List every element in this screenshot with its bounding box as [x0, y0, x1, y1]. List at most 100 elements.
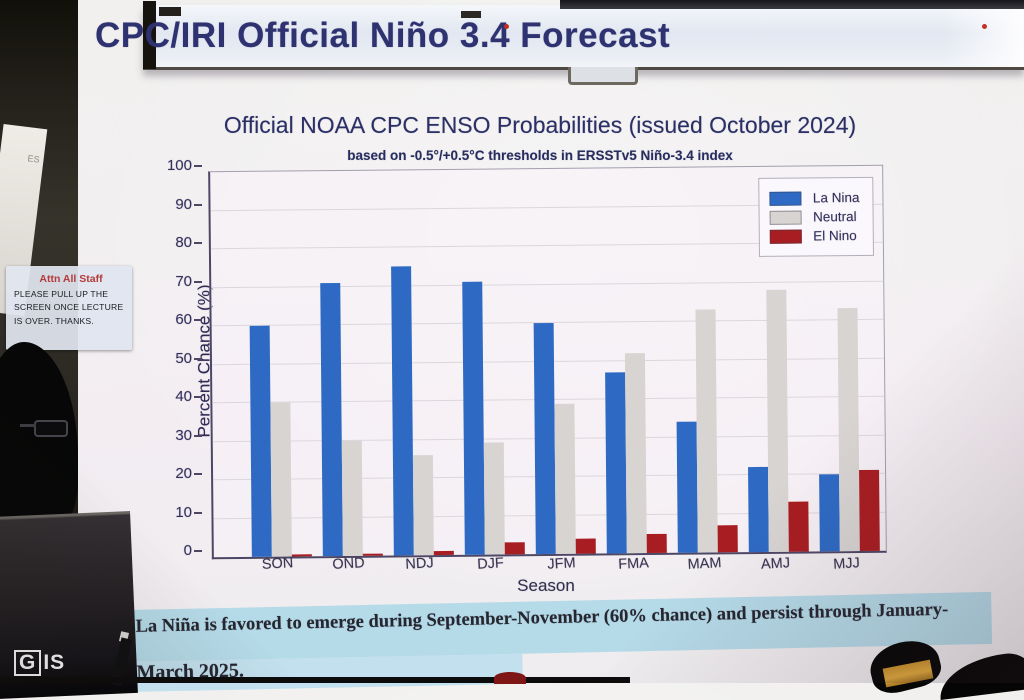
chart-title: Official NOAA CPC ENSO Probabilities (is…: [223, 112, 857, 138]
bar-DJF-el-nino: [504, 542, 525, 555]
y-axis-label: Percent Chance (%): [194, 283, 214, 438]
bar-NDJ-neutral: [412, 455, 434, 556]
bar-MAM-la-nina: [676, 421, 699, 553]
red-speck-right: [982, 24, 987, 29]
legend-swatch-el-nino: [770, 229, 803, 244]
bar-MAM-neutral: [695, 309, 719, 553]
screen-top-strip: [560, 0, 1024, 9]
x-tick-label-OND: OND: [332, 555, 366, 573]
legend-row-el-nino: El Nino: [770, 228, 860, 244]
y-tick-mark-30: [194, 434, 202, 437]
bar-AMJ-la-nina: [748, 467, 770, 553]
y-tick-label-100: 100: [166, 157, 192, 174]
y-tick-label-80: 80: [175, 234, 192, 251]
bar-MJJ-la-nina: [819, 474, 841, 552]
sticky-note-body: PLEASE PULL UP THE SCREEN ONCE LECTURE I…: [14, 289, 124, 326]
bar-OND-la-nina: [319, 282, 343, 557]
bar-AMJ-neutral: [766, 289, 790, 552]
bar-group-NDJ: [384, 170, 459, 556]
bar-NDJ-la-nina: [390, 266, 414, 556]
bar-group-SON: [242, 171, 317, 557]
bar-JFM-neutral: [554, 403, 576, 554]
bar-AMJ-el-nino: [788, 501, 810, 552]
legend-swatch-la-nina: [769, 191, 802, 206]
gis-logo-is: IS: [43, 651, 66, 674]
slide-title: CPC/IRI Official Niño 3.4 Forecast: [95, 16, 671, 55]
bar-DJF-neutral: [483, 442, 505, 555]
chart-subtitle: based on -0.5°/+0.5°C thresholds in ERSS…: [347, 148, 733, 163]
y-axis-ticks: 0 10 20 30 40 50 60 70 80 90 100: [158, 157, 202, 559]
y-tick-mark-0: [194, 550, 202, 552]
red-speck-left: [504, 24, 509, 29]
x-tick-label-NDJ: NDJ: [405, 555, 435, 573]
glasses-arm: [20, 424, 36, 427]
y-tick-mark-70: [194, 280, 202, 283]
x-axis-title: Season: [517, 576, 575, 595]
bar-FMA-la-nina: [605, 372, 627, 554]
legend-label-la-nina: La Nina: [812, 189, 860, 206]
y-tick-mark-60: [194, 319, 202, 321]
y-tick-label-90: 90: [175, 195, 192, 213]
y-tick-mark-20: [194, 473, 202, 475]
bar-group-JFM: [527, 169, 602, 555]
x-tick-label-MJJ: MJJ: [832, 555, 861, 573]
y-tick-label-50: 50: [175, 349, 192, 367]
x-tick-label-JFM: JFM: [547, 555, 577, 573]
bar-dash-mark: [461, 11, 481, 18]
bar-group-DJF: [455, 169, 530, 555]
sticky-note-title: Attn All Staff: [39, 273, 103, 285]
y-tick-mark-80: [194, 242, 202, 244]
y-tick-label-60: 60: [175, 311, 192, 328]
y-tick-mark-90: [194, 203, 202, 206]
y-tick-label-40: 40: [175, 388, 192, 405]
legend-row-neutral: Neutral: [770, 209, 860, 225]
bar-DJF-la-nina: [462, 281, 485, 555]
legend-label-neutral: Neutral: [813, 209, 857, 225]
bar-MJJ-neutral: [837, 308, 861, 552]
legend: La Nina Neutral El Nino: [758, 176, 874, 257]
x-tick-label-SON: SON: [261, 555, 294, 573]
bar-OND-neutral: [341, 440, 363, 556]
x-tick-label-MAM: MAM: [686, 555, 722, 573]
y-tick-mark-50: [194, 357, 202, 360]
bar-MAM-el-nino: [717, 525, 739, 553]
bar-FMA-el-nino: [646, 533, 667, 554]
y-tick-mark-100: [194, 165, 202, 167]
y-tick-label-0: 0: [183, 542, 192, 559]
bar-group-FMA: [598, 168, 673, 554]
glasses-icon: [34, 420, 68, 437]
screen-pull-handle: [568, 67, 638, 85]
y-tick-mark-40: [194, 396, 202, 398]
bar-group-MAM: [669, 167, 744, 553]
x-tick-label-DJF: DJF: [477, 555, 505, 573]
bar-group-OND: [313, 171, 388, 557]
bar-SON-neutral: [269, 402, 292, 557]
bar-SON-la-nina: [249, 325, 272, 557]
red-object-silhouette: [494, 672, 526, 684]
sticky-note: Attn All Staff PLEASE PULL UP THE SCREEN…: [6, 266, 132, 350]
bar-JFM-la-nina: [533, 322, 556, 555]
bar-notch: [159, 7, 181, 16]
bottom-edge-silhouette: [0, 677, 630, 683]
y-tick-label-30: 30: [175, 426, 192, 444]
x-tick-label-FMA: FMA: [617, 555, 649, 573]
legend-row-la-nina: La Nina: [769, 189, 860, 206]
bar-MJJ-el-nino: [859, 469, 881, 552]
x-axis-tick-labels: SON OND NDJ DJF JFM FMA MAM AMJ MJJ: [210, 555, 882, 573]
bar-FMA-neutral: [625, 352, 647, 554]
y-tick-mark-10: [194, 511, 202, 514]
bar-left-edge: [143, 1, 156, 70]
y-tick-label-70: 70: [175, 272, 192, 290]
plot-area: La Nina Neutral El Nino: [208, 164, 887, 560]
caption-text-line1: La Niña is favored to emerge during Sept…: [135, 599, 949, 637]
bar-JFM-el-nino: [575, 538, 596, 554]
gis-logo: G IS: [14, 650, 66, 677]
x-tick-label-AMJ: AMJ: [760, 555, 791, 573]
bar-highlight: [944, 5, 1024, 67]
caption-band-line1: La Niña is favored to emerge during Sept…: [121, 591, 993, 663]
gis-logo-g: G: [14, 650, 42, 677]
y-tick-label-10: 10: [175, 503, 192, 521]
legend-label-el-nino: El Nino: [813, 228, 857, 244]
y-tick-label-20: 20: [175, 465, 192, 482]
legend-swatch-neutral: [770, 210, 803, 225]
